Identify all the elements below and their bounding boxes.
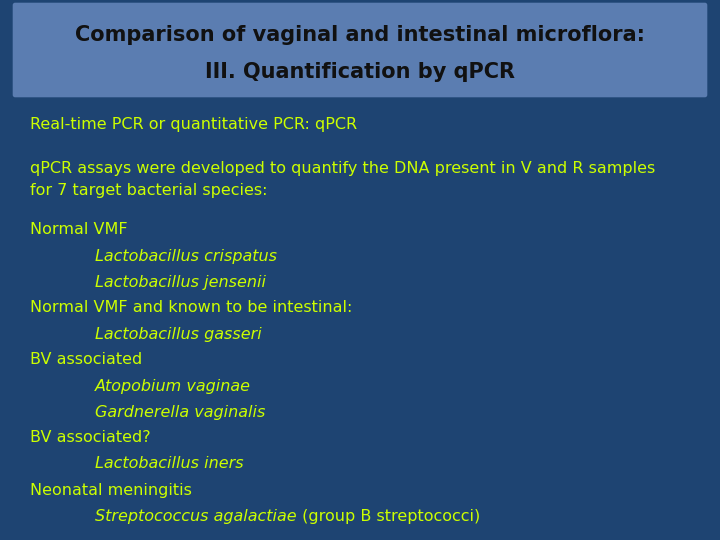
Text: Lactobacillus jensenii: Lactobacillus jensenii xyxy=(95,274,266,289)
Text: qPCR assays were developed to quantify the DNA present in V and R samples: qPCR assays were developed to quantify t… xyxy=(30,160,655,176)
Text: Lactobacillus gasseri: Lactobacillus gasseri xyxy=(95,327,262,341)
Text: Real-time PCR or quantitative PCR: qPCR: Real-time PCR or quantitative PCR: qPCR xyxy=(30,118,357,132)
Text: Lactobacillus iners: Lactobacillus iners xyxy=(95,456,243,471)
FancyBboxPatch shape xyxy=(12,2,708,98)
Text: III. Quantification by qPCR: III. Quantification by qPCR xyxy=(205,62,515,82)
Text: Lactobacillus crispatus: Lactobacillus crispatus xyxy=(95,248,277,264)
Text: Streptococcus agalactiae: Streptococcus agalactiae xyxy=(95,509,297,523)
Text: Atopobium vaginae: Atopobium vaginae xyxy=(95,379,251,394)
Text: Normal VMF: Normal VMF xyxy=(30,222,127,238)
Text: Normal VMF and known to be intestinal:: Normal VMF and known to be intestinal: xyxy=(30,300,352,315)
Text: BV associated?: BV associated? xyxy=(30,430,150,445)
Text: BV associated: BV associated xyxy=(30,353,143,368)
Text: for 7 target bacterial species:: for 7 target bacterial species: xyxy=(30,183,268,198)
Text: Neonatal meningitis: Neonatal meningitis xyxy=(30,483,192,497)
Text: Gardnerella vaginalis: Gardnerella vaginalis xyxy=(95,404,266,420)
Text: Comparison of vaginal and intestinal microflora:: Comparison of vaginal and intestinal mic… xyxy=(75,25,645,45)
Text: (group B streptococci): (group B streptococci) xyxy=(297,509,480,523)
